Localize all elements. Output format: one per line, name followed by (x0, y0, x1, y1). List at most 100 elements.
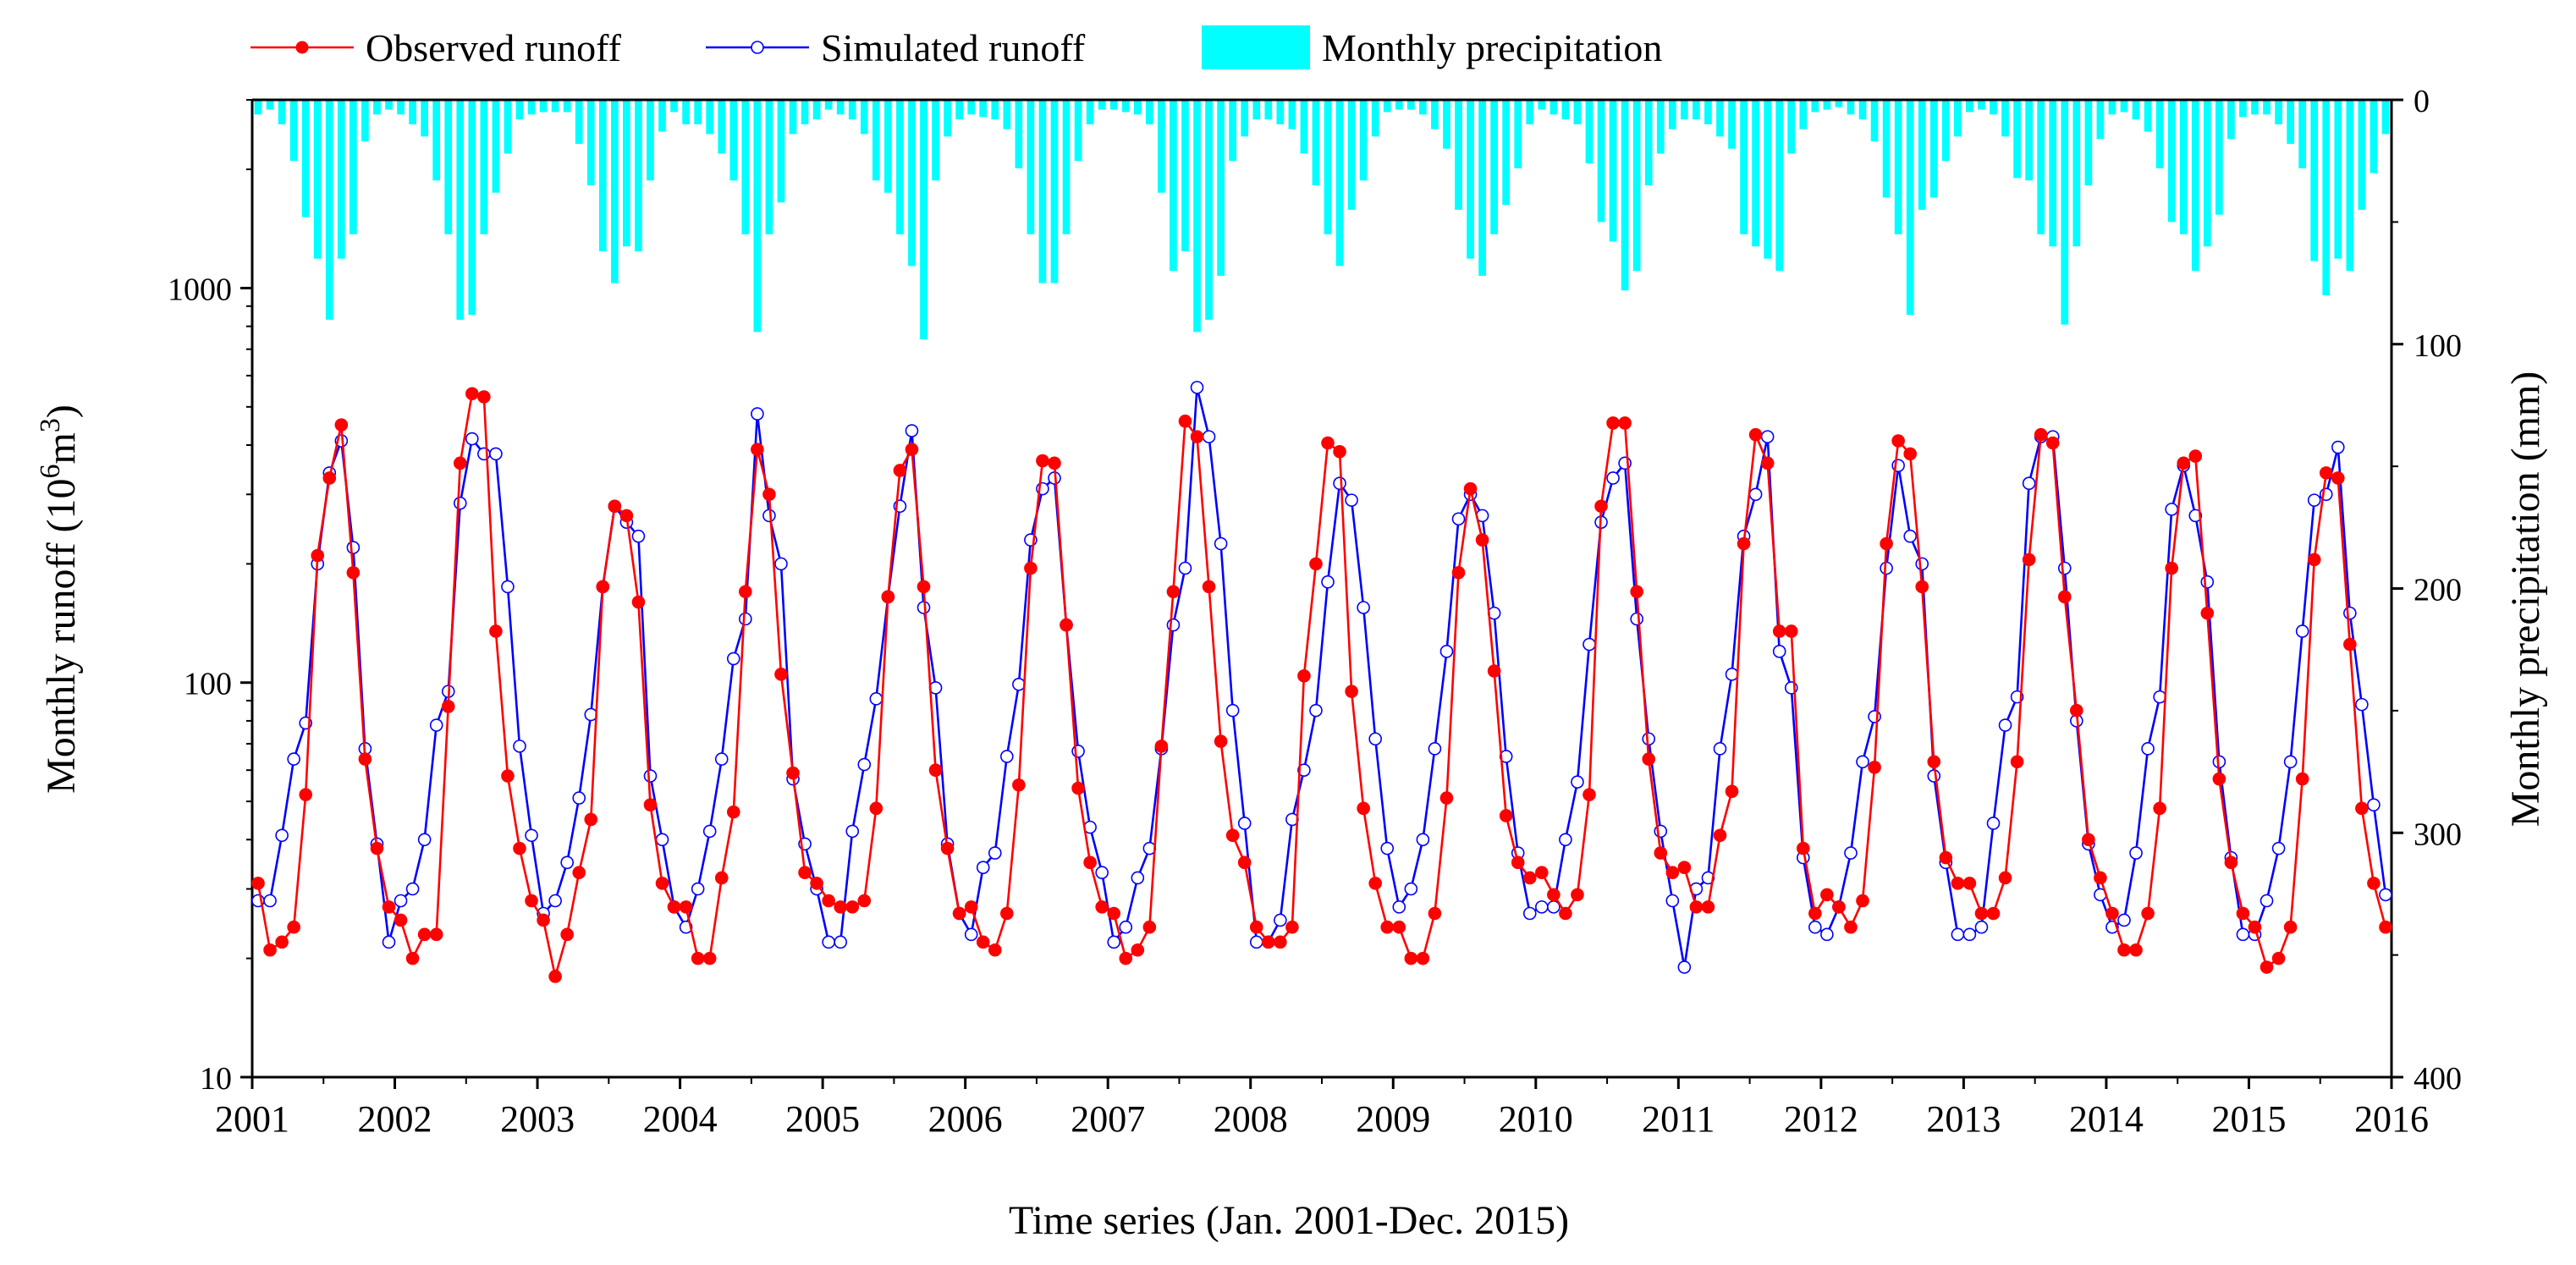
simulated-runoff-point (1998, 718, 2012, 732)
simulated-runoff-point (714, 752, 729, 766)
observed-runoff-point (2295, 772, 2309, 786)
precipitation-bar (789, 100, 797, 135)
y-tick-label: 10 (200, 1061, 232, 1097)
y-axis-title-unit: m (39, 432, 84, 464)
observed-runoff-point (1797, 841, 1810, 855)
observed-runoff-point (1856, 894, 1869, 908)
precipitation-bar (2037, 100, 2045, 234)
observed-runoff-point (1178, 414, 1192, 428)
observed-runoff-point (1190, 430, 1204, 443)
precipitation-bar (1644, 100, 1653, 186)
simulated-runoff-point (726, 652, 740, 666)
observed-runoff-point (1321, 436, 1335, 450)
precipitation-bar (2001, 100, 2009, 137)
precipitation-bar (1467, 100, 1474, 259)
observed-runoff-point (429, 927, 443, 942)
observed-runoff-point (382, 900, 396, 914)
observed-runoff-point (2236, 906, 2250, 921)
y-axis-title-close: ) (39, 404, 84, 418)
precipitation-bar (2251, 100, 2259, 115)
simulated-runoff-point (1131, 871, 1145, 885)
observed-runoff-point (1998, 871, 2012, 885)
observed-runoff-point (1451, 565, 1466, 580)
precipitation-bar (635, 100, 642, 252)
observed-runoff-point (1606, 416, 1620, 430)
simulated-runoff-point (1915, 557, 1929, 571)
simulated-runoff-point (1927, 769, 1941, 783)
observed-runoff-point (822, 894, 835, 908)
simulated-runoff-point (2260, 894, 2274, 908)
simulated-runoff-point (869, 692, 883, 706)
precipitation-bar (2132, 100, 2140, 120)
simulated-runoff-point (2165, 503, 2178, 516)
precipitation-bar (872, 100, 880, 181)
observed-runoff-point (655, 877, 669, 890)
precipitation-bar (955, 100, 963, 120)
observed-runoff-point (1060, 618, 1073, 632)
precipitation-bar (1966, 100, 1973, 113)
precipitation-bar (1632, 100, 1641, 272)
precipitation-bar (1406, 100, 1415, 110)
simulated-runoff-point (1345, 493, 1358, 507)
precipitation-bar (1170, 100, 1177, 272)
observed-runoff-point (1677, 861, 1692, 874)
simulated-runoff-point (1772, 645, 1786, 658)
y2-tick-label: 100 (2414, 328, 2462, 364)
observed-runoff-point (810, 877, 823, 890)
precipitation-bar (1181, 100, 1189, 252)
precipitation-bar (2287, 100, 2294, 144)
observed-runoff-point (2010, 755, 2024, 769)
precipitation-bar (991, 100, 999, 120)
observed-runoff-point (1345, 685, 1358, 698)
axes (240, 98, 2403, 1089)
observed-runoff-point (1654, 846, 1668, 860)
precipitation-bar (1264, 100, 1273, 120)
precipitation-bar (1395, 100, 1403, 110)
precipitation-bar (2013, 100, 2021, 179)
simulated-runoff-point (1571, 775, 1584, 789)
x-tick-label: 2002 (358, 1098, 432, 1140)
precipitation-bar (1158, 100, 1165, 193)
precipitation-bar (1704, 100, 1712, 124)
precipitation-bar (337, 100, 345, 259)
precipitation-bar (1027, 100, 1035, 234)
y-axis-title: Monthly runoff (106m3) (35, 404, 85, 794)
simulated-runoff-point (1166, 618, 1181, 632)
simulated-runoff-point (1309, 703, 1323, 718)
precipitation-bar (2358, 100, 2366, 210)
observed-runoff-point (667, 900, 681, 914)
observed-runoff-point (1000, 906, 1014, 921)
precipitation-bar (278, 100, 286, 124)
observed-runoff-point (916, 580, 931, 594)
simulated-runoff-point (1606, 471, 1620, 485)
precipitation-bar (1656, 100, 1665, 154)
precipitation-bar (1038, 100, 1047, 283)
precipitation-bar (1621, 100, 1629, 291)
precipitation-bar (1906, 100, 1914, 316)
observed-runoff-point (1225, 828, 1240, 843)
observed-runoff-point (1784, 624, 1798, 638)
precipitation-bar (611, 100, 619, 283)
observed-runoff-point (560, 927, 574, 942)
simulated-runoff-point (2283, 755, 2298, 769)
simulated-runoff-point (2117, 913, 2131, 927)
precipitation-bar (1787, 100, 1796, 154)
observed-runoff-point (311, 548, 325, 563)
observed-runoff-point (2224, 855, 2238, 870)
observed-runoff-point (489, 624, 503, 638)
observed-runoff-point (2153, 801, 2166, 816)
precipitation-bar (1693, 100, 1700, 120)
x-tick-label: 2005 (785, 1098, 860, 1140)
observed-runoff-point (1095, 900, 1109, 914)
observed-runoff-point (370, 841, 384, 855)
observed-runoff-point (263, 943, 277, 957)
observed-runoff-point (988, 943, 1002, 957)
observed-runoff-point (1404, 951, 1418, 965)
simulated-runoff-point (2188, 509, 2203, 523)
precipitation-bar (1835, 100, 1843, 107)
simulated-runoff-point (2307, 493, 2321, 507)
observed-runoff-point (1142, 920, 1157, 934)
precipitation-bar (1371, 100, 1379, 137)
simulated-runoff-point (2236, 927, 2250, 942)
precipitation-bar (1229, 100, 1237, 162)
